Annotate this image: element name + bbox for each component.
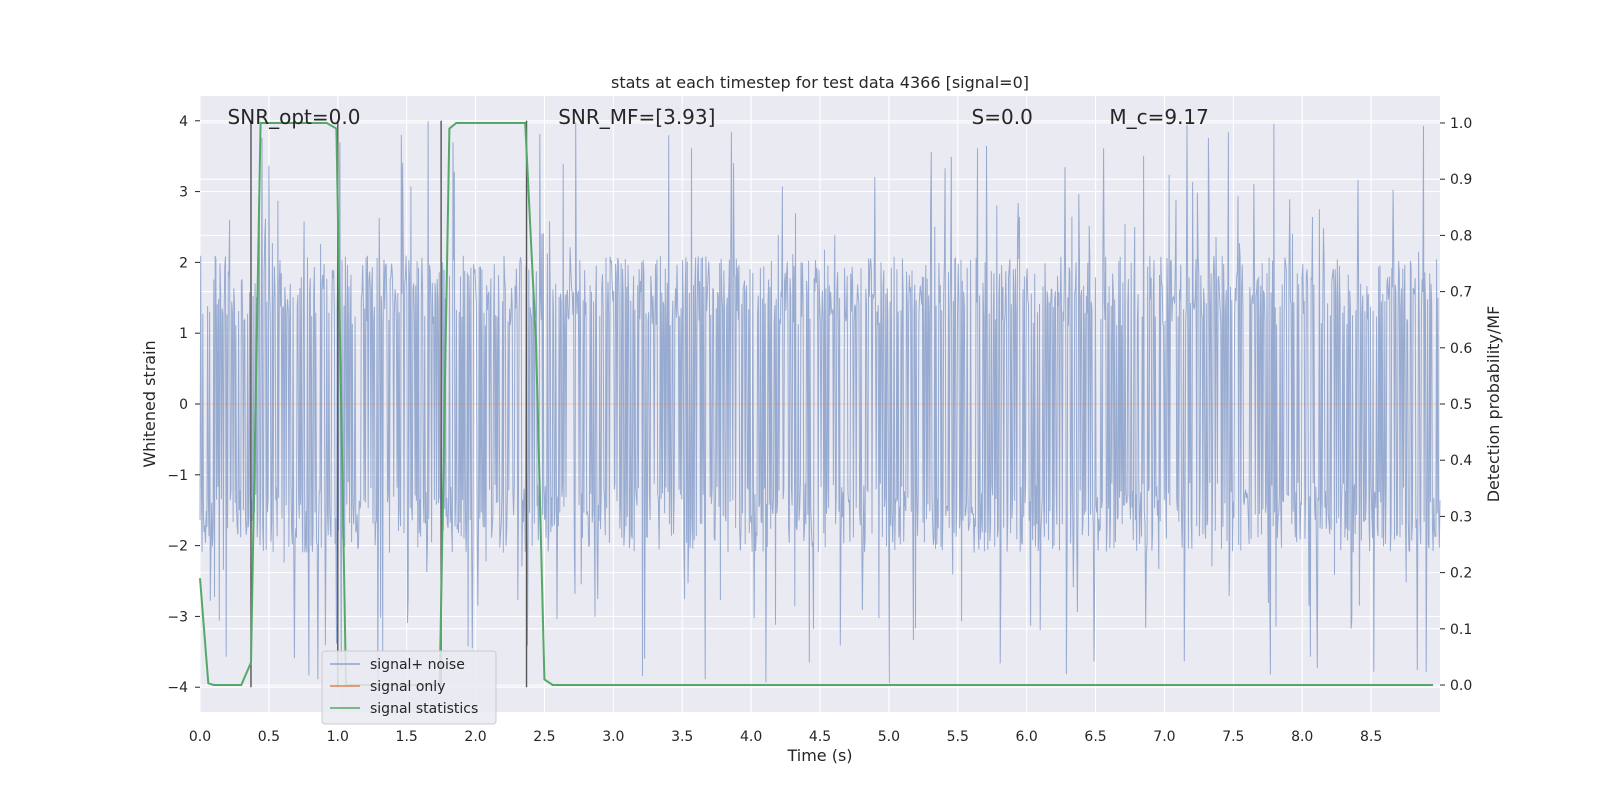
legend-box — [321, 650, 497, 725]
x-tick-label-9: 4.5 — [809, 729, 831, 745]
x-tick-label-2: 1.0 — [327, 729, 349, 745]
x-axis-ticks: 0.0 0.5 1.0 1.5 2.0 2.5 3.0 3.5 4.0 4.5 5.0 5.5 6.0 6… — [189, 729, 1382, 745]
x-axis-label: Time (s) — [786, 746, 852, 765]
y-tick-left-label-7: 3 — [179, 185, 188, 201]
y-tick-left-label-8: 4 — [179, 114, 188, 130]
signal-noise-line — [199, 121, 1441, 684]
annotation-0: SNR_opt=0.0 — [228, 105, 361, 129]
x-tick-label-6: 3.0 — [602, 729, 624, 745]
legend-label-signal-statistics: signal statistics — [370, 701, 478, 717]
y-tick-right-label-1: 0.1 — [1450, 622, 1472, 638]
x-tick-label-12: 6.0 — [1016, 729, 1038, 745]
y-tick-left-label-2: −2 — [167, 539, 188, 555]
y-tick-right-label-6: 0.6 — [1450, 341, 1472, 357]
y-axis-left-ticks: −4 −3 −2 −1 0 1 2 3 4 — [167, 114, 200, 696]
y-tick-left-label-6: 2 — [179, 255, 188, 271]
y-tick-right-label-9: 0.9 — [1450, 172, 1472, 188]
y-axis-right-label: Detection probability/MF — [1484, 306, 1503, 503]
y-tick-right-label-4: 0.4 — [1450, 453, 1472, 469]
signal-noise-series — [199, 121, 1441, 684]
x-tick-label-8: 4.0 — [740, 729, 762, 745]
x-tick-label-3: 1.5 — [396, 729, 418, 745]
y-tick-left-label-3: −1 — [167, 468, 188, 484]
x-tick-label-5: 2.5 — [533, 729, 555, 745]
x-tick-label-17: 8.5 — [1360, 729, 1382, 745]
x-tick-label-4: 2.0 — [464, 729, 486, 745]
y-tick-left-label-1: −3 — [167, 609, 188, 625]
x-tick-label-13: 6.5 — [1084, 729, 1106, 745]
annotation-1: SNR_MF=[3.93] — [558, 105, 715, 129]
x-tick-label-11: 5.5 — [947, 729, 969, 745]
x-tick-label-7: 3.5 — [671, 729, 693, 745]
x-tick-label-10: 5.0 — [878, 729, 900, 745]
legend: signal+ noise signal only signal statist… — [321, 650, 497, 725]
y-tick-right-label-8: 0.8 — [1450, 228, 1472, 244]
chart-title: stats at each timestep for test data 436… — [611, 73, 1029, 92]
y-tick-right-label-5: 0.5 — [1450, 397, 1472, 413]
x-tick-label-14: 7.0 — [1153, 729, 1175, 745]
y-tick-right-label-7: 0.7 — [1450, 285, 1472, 301]
x-tick-label-1: 0.5 — [258, 729, 280, 745]
y-tick-left-label-5: 1 — [179, 326, 188, 342]
y-axis-right-ticks: 0.0 0.1 0.2 0.3 0.4 0.5 0.6 0.7 0.8 0.9 1.0 — [1440, 116, 1472, 694]
y-tick-right-label-2: 0.2 — [1450, 566, 1472, 582]
annotation-3: M_c=9.17 — [1109, 105, 1209, 129]
y-tick-left-label-0: −4 — [167, 680, 188, 696]
annotation-2: S=0.0 — [972, 105, 1033, 129]
legend-label-signal-noise: signal+ noise — [370, 657, 465, 673]
y-tick-right-label-0: 0.0 — [1450, 678, 1472, 694]
legend-label-signal-only: signal only — [370, 679, 445, 695]
y-tick-left-label-4: 0 — [179, 397, 188, 413]
x-tick-label-15: 7.5 — [1222, 729, 1244, 745]
y-axis-left-label: Whitened strain — [140, 340, 159, 467]
annotations: SNR_opt=0.0 SNR_MF=[3.93] S=0.0 M_c=9.17 — [228, 105, 1209, 129]
y-tick-right-label-3: 0.3 — [1450, 509, 1472, 525]
y-tick-right-label-10: 1.0 — [1450, 116, 1472, 132]
x-tick-label-16: 8.0 — [1291, 729, 1313, 745]
x-tick-label-0: 0.0 — [189, 729, 211, 745]
